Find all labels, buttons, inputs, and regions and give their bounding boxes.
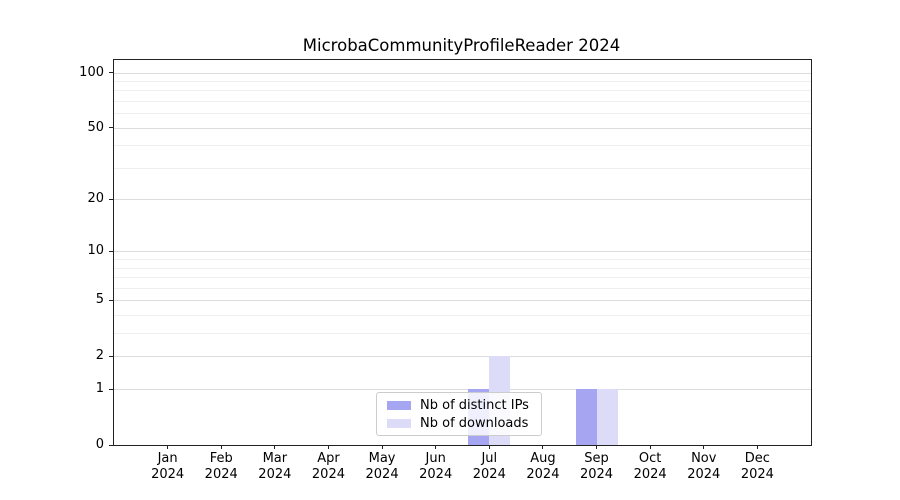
x-tick-mark <box>703 445 705 449</box>
y-tick-label: 1 <box>95 381 104 397</box>
y-tick-mark <box>109 72 113 74</box>
minor-gridline <box>114 145 811 147</box>
downloads-swatch-icon <box>387 418 411 428</box>
x-tick-mark <box>327 445 329 449</box>
chart-title: MicrobaCommunityProfileReader 2024 <box>302 36 621 55</box>
x-tick-mark <box>542 445 544 449</box>
x-tick-label: Mar 2024 <box>258 451 292 482</box>
major-gridline <box>114 127 811 129</box>
y-tick-mark <box>109 250 113 252</box>
x-tick-label: Jan 2024 <box>151 451 185 482</box>
y-tick-mark <box>109 198 113 200</box>
bar-downloads <box>596 389 618 445</box>
x-tick-label: May 2024 <box>365 451 399 482</box>
y-tick-mark <box>109 127 113 129</box>
legend-item-distinct-ips: Nb of distinct IPs <box>377 398 541 413</box>
x-tick-mark <box>381 445 383 449</box>
minor-gridline <box>114 267 811 269</box>
legend: Nb of distinct IPs Nb of downloads <box>376 392 542 436</box>
y-tick-mark <box>109 355 113 357</box>
y-tick-label: 2 <box>95 348 104 364</box>
minor-gridline <box>114 90 811 92</box>
minor-gridline <box>114 100 811 102</box>
x-tick-mark <box>220 445 222 449</box>
minor-gridline <box>114 277 811 279</box>
legend-label-downloads: Nb of downloads <box>420 415 529 431</box>
x-tick-label: Aug 2024 <box>526 451 560 482</box>
y-tick-label: 100 <box>79 64 104 80</box>
x-tick-label: Jun 2024 <box>419 451 453 482</box>
x-tick-label: Oct 2024 <box>633 451 667 482</box>
minor-gridline <box>114 287 811 289</box>
x-tick-label: Dec 2024 <box>740 451 774 482</box>
major-gridline <box>114 356 811 358</box>
x-tick-mark <box>596 445 598 449</box>
major-gridline <box>114 389 811 391</box>
x-tick-mark <box>488 445 490 449</box>
x-tick-label: Nov 2024 <box>687 451 721 482</box>
minor-gridline <box>114 259 811 261</box>
y-tick-label: 5 <box>95 292 104 308</box>
minor-gridline <box>114 333 811 335</box>
minor-gridline <box>114 80 811 82</box>
major-gridline <box>114 72 811 74</box>
y-tick-mark <box>109 388 113 390</box>
x-tick-mark <box>649 445 651 449</box>
x-tick-mark <box>756 445 758 449</box>
distinct-ips-swatch-icon <box>387 400 411 410</box>
y-tick-label: 20 <box>87 191 104 207</box>
y-tick-label: 10 <box>87 243 104 259</box>
x-tick-mark <box>167 445 169 449</box>
minor-gridline <box>114 167 811 169</box>
major-gridline <box>114 199 811 201</box>
major-gridline <box>114 251 811 253</box>
y-tick-label: 50 <box>87 119 104 135</box>
x-tick-label: Jul 2024 <box>472 451 506 482</box>
major-gridline <box>114 300 811 302</box>
x-tick-mark <box>274 445 276 449</box>
x-tick-label: Sep 2024 <box>579 451 614 482</box>
bar-distinct-ips <box>575 389 597 445</box>
x-tick-label: Feb 2024 <box>204 451 238 482</box>
legend-label-distinct-ips: Nb of distinct IPs <box>420 397 529 413</box>
legend-item-downloads: Nb of downloads <box>377 416 541 431</box>
plot-area: Jan 2024 Feb 2024 Mar 2024 Apr 2024 May 2024… <box>79 59 812 482</box>
y-tick-mark <box>109 444 113 446</box>
x-tick-mark <box>435 445 437 449</box>
x-tick-label: Apr 2024 <box>311 451 345 482</box>
y-tick-label: 0 <box>95 437 104 452</box>
y-tick-mark <box>109 299 113 301</box>
minor-gridline <box>114 315 811 317</box>
minor-gridline <box>114 113 811 115</box>
